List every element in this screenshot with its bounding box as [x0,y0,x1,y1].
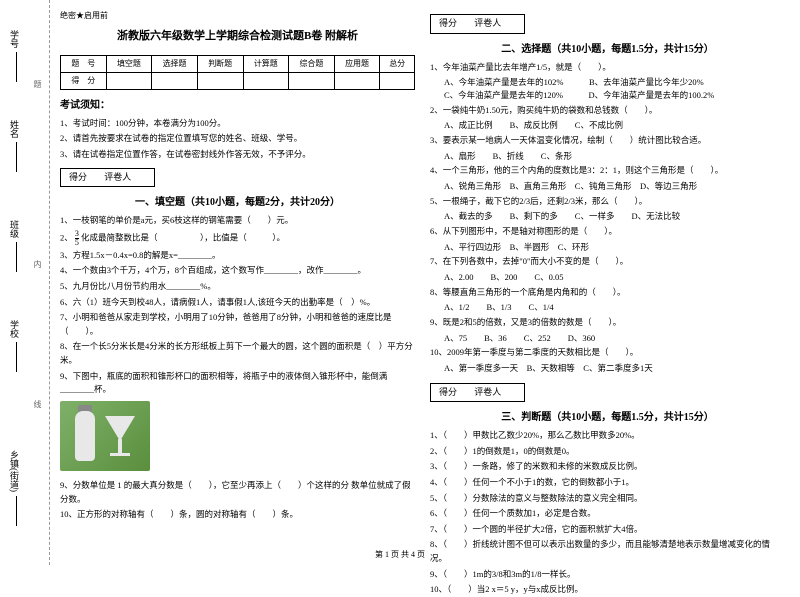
question: 4、（ ）任何一个不小于1的数，它的倒数都小于1。 [430,476,785,490]
table-cell: 计算题 [243,55,289,72]
table-cell: 选择题 [152,55,198,72]
section1-title: 一、填空题（共10小题，每题2分，共计20分） [60,195,415,210]
options: A、截去的多 B、剩下的多 C、一样多 D、无法比较 [430,210,785,223]
question: 2、（ ）1的倒数是1，0的倒数是0。 [430,445,785,459]
question: 4、一个数由3个千万，4个万，8个百组成，这个数写作________，改作___… [60,264,415,278]
question: 9、（ ）1m的3/8和3m的1/8一样长。 [430,568,785,582]
reviewer-label: 评卷人 [474,18,501,28]
binding-mark: 内 [32,260,43,268]
notice-item: 2、请首先按要求在试卷的指定位置填写您的姓名、班级、学号。 [60,132,415,145]
question: 1、（ ）甲数比乙数少20%，那么乙数比甲数多20%。 [430,429,785,443]
reviewer-label: 评卷人 [474,387,501,397]
page-footer: 第 1 页 共 4 页 [0,549,800,560]
table-cell: 应用题 [334,55,380,72]
binding-mark: 线 [32,400,43,408]
binding-margin: 学号 题 姓名 班级 内 学校 线 乡镇(街道) [0,0,50,565]
confidential-tag: 绝密★启用前 [60,10,415,22]
options: A、成正比例 B、成反比例 C、不成比例 [430,119,785,132]
question: 7、小明和爸爸从家走到学校，小明用了10分钟，爸爸用了8分钟，小明和爸爸的速度比… [60,311,415,338]
score-summary-table: 题 号 填空题 选择题 判断题 计算题 综合题 应用题 总分 得 分 [60,55,415,90]
question: 3、方程1.5x－0.4x=0.8的解是x=________。 [60,249,415,263]
notice-title: 考试须知： [60,98,415,113]
question: 6、（ ）任何一个质数加1，必定是合数。 [430,507,785,521]
options: A、第一季度多一天 B、天数相等 C、第二季度多1天 [430,362,785,375]
score-label: 得分 [439,18,457,28]
question: 6、六（1）班今天到校48人，请病假1人，请事假1人,该班今天的出勤率是（ ）%… [60,296,415,310]
notice-item: 3、请在试卷指定位置作答，在试卷密封线外作答无效，不予评分。 [60,148,415,161]
binding-field-name: 姓名 [8,120,21,172]
question: 4、一个三角形，他的三个内角的度数比是3：2：1，则这个三角形是（ ）。 [430,164,785,178]
question: 10、正方形的对称轴有（ ）条，圆的对称轴有（ ）条。 [60,508,415,522]
reviewer-label: 评卷人 [104,172,131,182]
question: 9、下图中，瓶底的面积和锥形杯口的面积相等，将瓶子中的液体倒入锥形杯中，能倒满_… [60,370,415,397]
right-column: 得分 评卷人 二、选择题（共10小题，每题1.5分，共计15分） 1、今年油菜产… [430,10,785,560]
notice-item: 1、考试时间：100分钟，本卷满分为100分。 [60,117,415,130]
score-label: 得分 [439,387,457,397]
score-label: 得分 [69,172,87,182]
left-column: 绝密★启用前 浙教版六年级数学上学期综合检测试题B卷 附解析 题 号 填空题 选… [60,10,415,560]
question: 3、要表示某一地病人一天体温变化情况，绘制（ ）统计图比较合适。 [430,134,785,148]
section3-title: 三、判断题（共10小题，每题1.5分，共计15分） [430,410,785,425]
question: 9、既是2和5的倍数，又是3的倍数的数是（ ）。 [430,316,785,330]
options: C、今年油菜产量是去年的120% D、今年油菜产量是去年的100.2% [430,89,785,102]
binding-field-class: 班级 [8,220,21,272]
options: A、75 B、36 C、252 D、360 [430,332,785,345]
exam-title: 浙教版六年级数学上学期综合检测试题B卷 附解析 [60,28,415,45]
question: 6、从下列图形中，不是轴对称图形的是（ ）。 [430,225,785,239]
question: 5、九月份比八月份节约用水________%。 [60,280,415,294]
options: A、平行四边形 B、半圆形 C、环形 [430,241,785,254]
table-row: 得 分 [61,72,415,89]
bottle-glass-figure [60,401,150,471]
question: 2、 35 化成最简整数比是（ ），比值是（ ）。 [60,230,415,247]
table-cell: 得 分 [61,72,107,89]
options: A、1/2 B、1/3 C、1/4 [430,301,785,314]
question: 7、（ ）一个圆的半径扩大2倍，它的面积就扩大4倍。 [430,523,785,537]
question: 10、（ ）当2 x＝5 y，y与x成反比例。 [430,583,785,597]
question: 8、等腰直角三角形的一个底角是内角和的（ ）。 [430,286,785,300]
table-cell: 题 号 [61,55,107,72]
table-cell: 填空题 [106,55,152,72]
table-cell: 判断题 [197,55,243,72]
question: 1、一枝钢笔的单价是a元，买6枝这样的钢笔需要（ ）元。 [60,214,415,228]
question: 3、（ ）一条路，修了的米数和未修的米数成反比例。 [430,460,785,474]
question: 5、（ ）分数除法的意义与整数除法的意义完全相同。 [430,492,785,506]
question: 8、在一个长5分米长是4分米的长方形纸板上剪下一个最大的圆，这个圆的面积是（ ）… [60,340,415,367]
binding-mark: 题 [32,80,43,88]
section2-title: 二、选择题（共10小题，每题1.5分，共计15分） [430,42,785,57]
question: 10、2009年第一季度与第二季度的天数相比是（ ）。 [430,346,785,360]
section-score-box: 得分 评卷人 [430,383,525,403]
fraction: 35 [75,230,79,247]
section-score-box: 得分 评卷人 [60,168,155,188]
exam-page: 学号 题 姓名 班级 内 学校 线 乡镇(街道) 绝密★启用前 浙教版六年级数学… [0,0,800,565]
options: A、今年油菜产量是去年的102% B、去年油菜产量比今年少20% [430,76,785,89]
binding-field-district: 乡镇(街道) [8,450,21,526]
question: 9、分数单位是 1 的最大真分数是（ ），它至少再添上（ ）个这样的分 数单位就… [60,479,415,506]
table-cell [106,72,152,89]
binding-field-id: 学号 [8,30,21,82]
options: A、扇形 B、折线 C、条形 [430,150,785,163]
table-cell: 总分 [380,55,415,72]
table-row: 题 号 填空题 选择题 判断题 计算题 综合题 应用题 总分 [61,55,415,72]
options: A、2.00 B、200 C、0.05 [430,271,785,284]
question: 2、一袋纯牛奶1.50元，购买纯牛奶的袋数和总钱数（ ）。 [430,104,785,118]
binding-field-school: 学校 [8,320,21,372]
question: 5、一根绳子，截下它的2/3后，还剩2/3米，那么（ ）。 [430,195,785,209]
content-columns: 绝密★启用前 浙教版六年级数学上学期综合检测试题B卷 附解析 题 号 填空题 选… [50,0,800,565]
options: A、锐角三角形 B、直角三角形 C、钝角三角形 D、等边三角形 [430,180,785,193]
question: 7、在下列各数中，去掉"0"而大小不变的是（ ）。 [430,255,785,269]
question: 1、今年油菜产量比去年增产1/5，就是（ ）。 [430,61,785,75]
section-score-box: 得分 评卷人 [430,14,525,34]
table-cell: 综合题 [289,55,335,72]
